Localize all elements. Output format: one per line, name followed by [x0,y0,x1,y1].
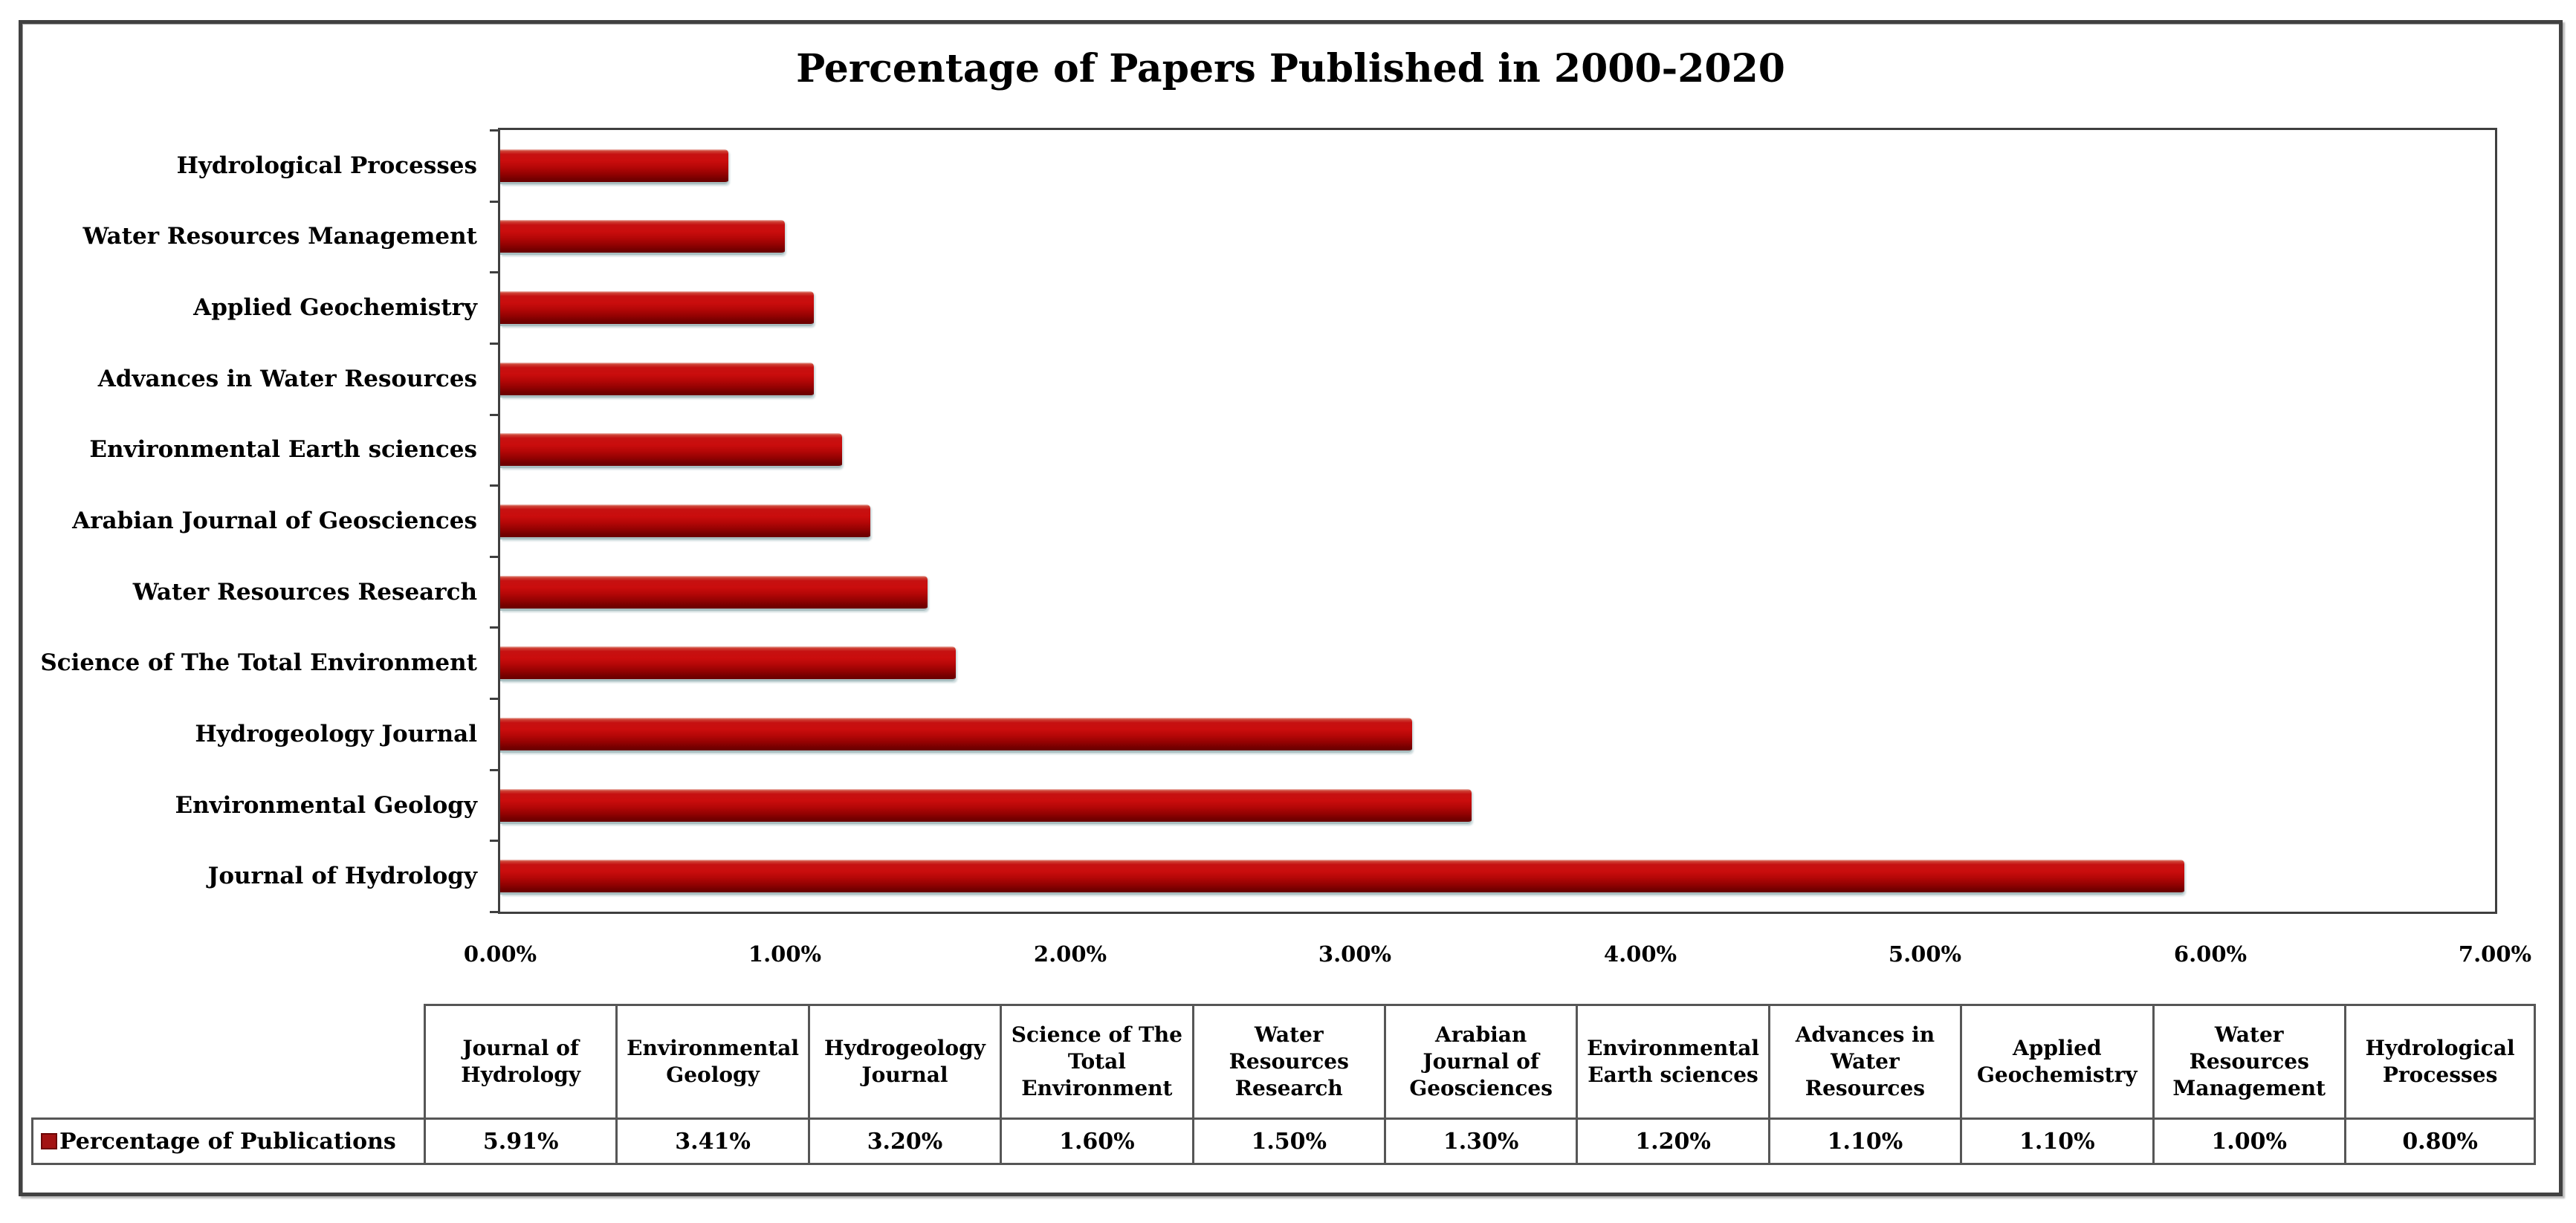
plot-area [498,128,2497,914]
table-header-cell: Water Resources Management [2152,1004,2344,1117]
bar [500,291,814,326]
y-axis-tick [490,484,499,487]
table-value-cell: 5.91% [424,1117,616,1165]
table-header-cell: Environmental Geology [615,1004,808,1117]
table-value-cell: 3.41% [615,1117,808,1165]
bar [500,363,814,398]
bar [500,789,1472,824]
y-axis-labels: Hydrological Processes Water Resources Ma… [0,128,488,914]
y-axis-tick [490,129,499,132]
table-header-cell: Arabian Journal of Geosciences [1383,1004,1576,1117]
y-axis-label: Hydrogeology Journal [195,721,477,747]
y-axis-ticks [490,128,499,917]
bar [500,433,842,468]
y-axis-tick [490,626,499,629]
y-axis-tick [490,556,499,558]
x-axis-tick-label: 1.00% [748,941,822,967]
y-axis-label: Arabian Journal of Geosciences [72,507,477,534]
x-axis-tick-label: 2.00% [1033,941,1107,967]
y-axis-label: Water Resources Research [132,579,477,606]
legend-cell: Percentage of Publications [31,1117,424,1165]
table-header-cell: Hydrological Processes [2343,1004,2537,1117]
table-value-cell: 1.60% [1000,1117,1192,1165]
x-axis-tick-label: 3.00% [1318,941,1392,967]
table-value-cell: 1.00% [2152,1117,2344,1165]
y-axis-tick [490,840,499,842]
table-header-cell: Hydrogeology Journal [807,1004,1000,1117]
chart-title: Percentage of Papers Published in 2000-2… [796,46,1785,91]
y-axis-tick [490,201,499,203]
y-axis-label: Applied Geochemistry [193,294,477,321]
bar [500,149,728,184]
table-header-cell: Journal of Hydrology [424,1004,616,1117]
table-value-cell: 0.80% [2343,1117,2537,1165]
legend-key-icon [41,1133,57,1149]
bar [500,860,2184,895]
table-header-cell: Advances in Water Resources [1767,1004,1961,1117]
bar [500,576,928,611]
y-axis-label: Science of The Total Environment [40,649,477,676]
table-header-cell: Environmental Earth sciences [1576,1004,1768,1117]
y-axis-tick [490,271,499,273]
table-value-cell: 1.50% [1191,1117,1384,1165]
y-axis-label: Journal of Hydrology [207,863,477,889]
y-axis-label: Water Resources Management [82,223,477,250]
bar [500,646,956,681]
bar [500,718,1412,753]
x-axis-tick-label: 5.00% [1888,941,1962,967]
x-axis-tick-label: 4.00% [1603,941,1677,967]
y-axis-tick [490,769,499,771]
table-value-cell: 1.10% [1767,1117,1961,1165]
table-value-cell: 1.30% [1383,1117,1576,1165]
legend-label: Percentage of Publications [59,1128,396,1155]
table-header-cell: Water Resources Research [1191,1004,1384,1117]
y-axis-tick [490,414,499,416]
table-header-cell: Science of The Total Environment [1000,1004,1192,1117]
data-table: Journal of Hydrology Environmental Geolog… [31,1004,2537,1165]
y-axis-label: Hydrological Processes [176,152,477,179]
table-value-cell: 1.20% [1576,1117,1768,1165]
y-axis-label: Advances in Water Resources [97,366,477,392]
table-header-cell: Applied Geochemistry [1960,1004,2152,1117]
y-axis-label: Environmental Geology [175,792,477,819]
bar [500,220,785,255]
x-axis-tick-labels: 0.00% 1.00% 2.00% 3.00% 4.00% 5.00% 6.00% 7.00% [0,941,2576,970]
x-axis-tick-label: 0.00% [463,941,537,967]
table-corner-cell [31,1004,424,1117]
table-value-cell: 1.10% [1960,1117,2152,1165]
x-axis-tick-label: 6.00% [2173,941,2247,967]
y-axis-tick [490,343,499,345]
bar [500,505,870,539]
y-axis-tick [490,698,499,700]
y-axis-label: Environmental Earth sciences [89,436,477,463]
x-axis-tick-label: 7.00% [2458,941,2532,967]
table-value-cell: 3.20% [807,1117,1000,1165]
y-axis-tick [490,911,499,913]
